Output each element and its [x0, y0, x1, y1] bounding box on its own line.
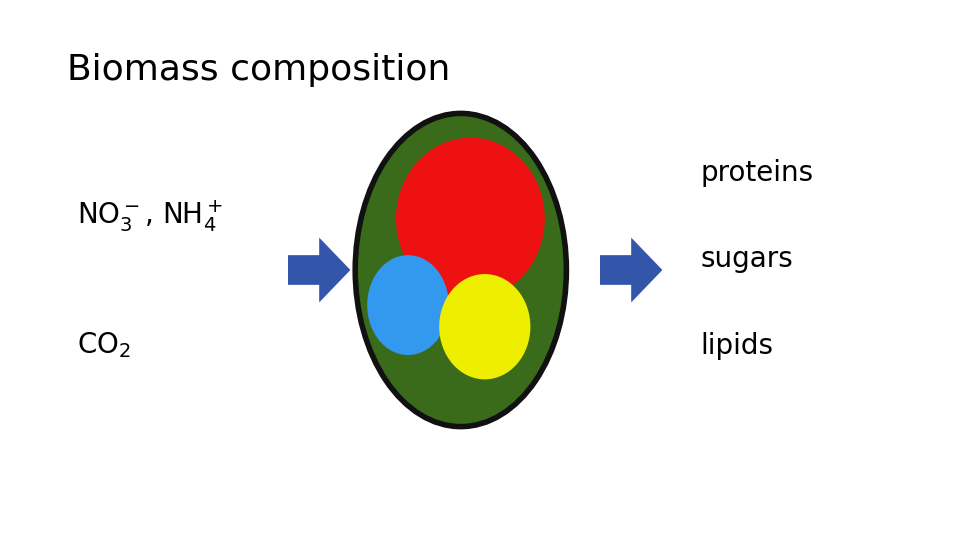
- Text: CO$_2$: CO$_2$: [77, 330, 131, 361]
- Text: proteins: proteins: [701, 159, 814, 187]
- Text: sugars: sugars: [701, 245, 794, 273]
- Text: Biomass composition: Biomass composition: [67, 53, 450, 87]
- Ellipse shape: [367, 255, 449, 355]
- Ellipse shape: [355, 113, 566, 427]
- FancyArrow shape: [600, 238, 662, 302]
- Text: lipids: lipids: [701, 332, 774, 360]
- Ellipse shape: [396, 138, 544, 300]
- FancyArrow shape: [288, 238, 350, 302]
- Text: NO$_3^-$, NH$_4^+$: NO$_3^-$, NH$_4^+$: [77, 198, 223, 234]
- Ellipse shape: [439, 274, 530, 379]
